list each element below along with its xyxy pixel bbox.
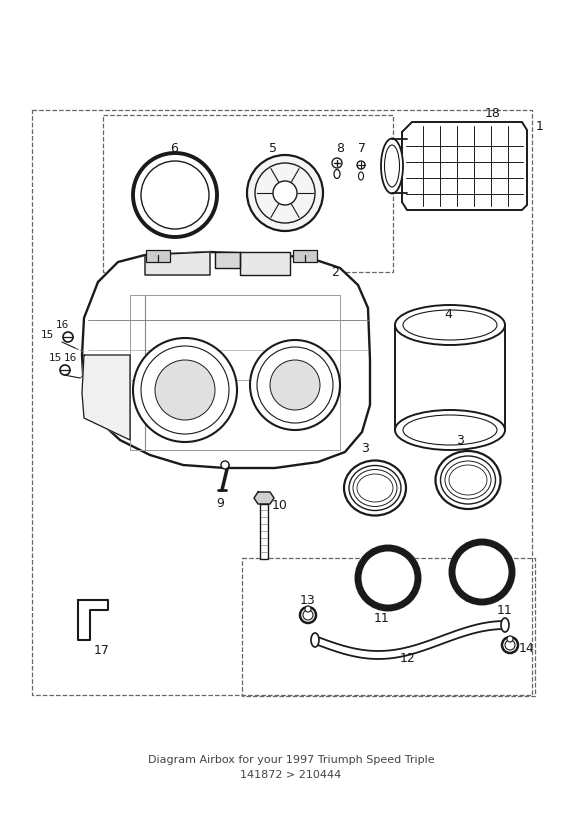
Ellipse shape (349, 466, 401, 511)
Bar (146, 250, 170, 262)
Text: 8: 8 (336, 142, 344, 155)
Ellipse shape (381, 138, 403, 194)
Polygon shape (402, 122, 527, 210)
Ellipse shape (403, 310, 497, 340)
Ellipse shape (441, 456, 496, 504)
Circle shape (300, 607, 316, 623)
Circle shape (303, 610, 313, 620)
Text: 3: 3 (361, 442, 369, 455)
Circle shape (141, 161, 209, 229)
Text: 2: 2 (331, 265, 339, 279)
Polygon shape (82, 252, 370, 468)
Circle shape (502, 637, 518, 653)
Text: 17: 17 (94, 644, 110, 657)
Text: 5: 5 (269, 142, 277, 155)
Text: 13: 13 (300, 594, 316, 607)
Bar (32, 110, 532, 695)
Polygon shape (82, 355, 130, 440)
Text: 18: 18 (485, 106, 501, 119)
Text: 10: 10 (272, 499, 288, 512)
Circle shape (221, 461, 229, 469)
Circle shape (507, 636, 513, 642)
Ellipse shape (445, 461, 491, 499)
Text: 141872 > 210444: 141872 > 210444 (240, 770, 342, 780)
Circle shape (250, 340, 340, 430)
Ellipse shape (334, 170, 340, 179)
Circle shape (247, 155, 323, 231)
Polygon shape (254, 492, 274, 504)
Circle shape (452, 542, 512, 602)
Circle shape (60, 365, 70, 375)
Circle shape (133, 338, 237, 442)
Circle shape (358, 548, 418, 608)
Circle shape (255, 163, 315, 223)
Text: 16: 16 (64, 353, 76, 363)
Circle shape (133, 153, 217, 237)
Circle shape (63, 332, 73, 342)
Text: 3: 3 (456, 433, 464, 447)
Circle shape (357, 161, 365, 169)
Bar (242, 558, 535, 696)
Circle shape (141, 346, 229, 434)
Circle shape (155, 360, 215, 420)
Ellipse shape (501, 618, 509, 632)
Ellipse shape (395, 410, 505, 450)
Ellipse shape (395, 305, 505, 345)
Ellipse shape (449, 465, 487, 495)
Bar (130, 295, 340, 450)
Ellipse shape (385, 145, 399, 187)
Circle shape (270, 360, 320, 410)
Text: 9: 9 (216, 497, 224, 509)
Text: 6: 6 (170, 142, 178, 155)
Text: Diagram Airbox for your 1997 Triumph Speed Triple: Diagram Airbox for your 1997 Triumph Spe… (147, 755, 434, 765)
Ellipse shape (357, 474, 393, 502)
Ellipse shape (359, 172, 363, 180)
Ellipse shape (436, 451, 500, 509)
Text: 11: 11 (374, 611, 390, 625)
Text: 1: 1 (536, 119, 544, 133)
Circle shape (332, 158, 342, 168)
Circle shape (273, 181, 297, 205)
Polygon shape (78, 600, 108, 640)
Text: 4: 4 (444, 307, 452, 321)
Text: 14: 14 (519, 642, 535, 654)
Ellipse shape (353, 470, 397, 507)
Text: 11: 11 (497, 603, 513, 616)
Text: 15: 15 (40, 330, 54, 340)
Text: 7: 7 (358, 142, 366, 155)
Circle shape (505, 640, 515, 650)
Text: 16: 16 (55, 320, 69, 330)
Text: 15: 15 (48, 353, 62, 363)
Ellipse shape (403, 415, 497, 445)
Ellipse shape (311, 633, 319, 647)
Polygon shape (240, 252, 290, 275)
Bar (260, 504, 268, 559)
Circle shape (257, 347, 333, 423)
Bar (103, 115, 393, 272)
Polygon shape (145, 252, 210, 275)
Ellipse shape (344, 461, 406, 516)
Text: 12: 12 (400, 652, 416, 664)
Bar (293, 250, 317, 262)
Polygon shape (215, 252, 240, 268)
Circle shape (305, 606, 311, 612)
